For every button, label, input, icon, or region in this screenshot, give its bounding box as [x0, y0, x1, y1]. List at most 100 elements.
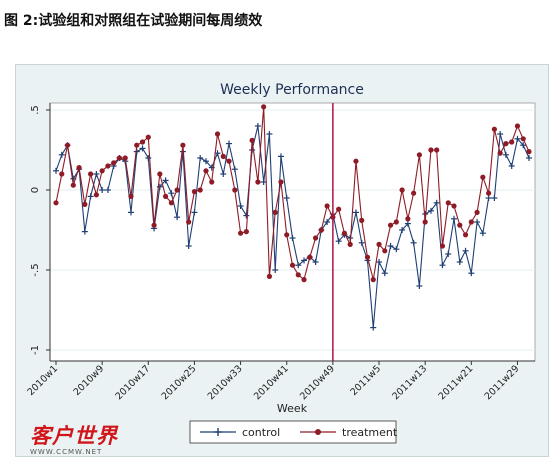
data-point-treatment — [295, 272, 301, 278]
data-point-treatment — [232, 187, 238, 193]
x-tick-label: 2010w9 — [72, 363, 107, 398]
data-point-treatment — [491, 126, 497, 132]
data-point-treatment — [157, 171, 163, 177]
data-point-treatment — [434, 147, 440, 153]
data-point-control — [352, 209, 359, 216]
data-point-treatment — [82, 201, 88, 207]
data-point-control — [462, 247, 469, 254]
data-point-treatment — [278, 179, 284, 185]
data-point-treatment — [197, 187, 203, 193]
data-point-treatment — [399, 187, 405, 193]
data-point-control — [185, 243, 192, 249]
data-point-treatment — [428, 147, 434, 153]
data-point-control — [456, 259, 463, 265]
x-tick-label: 2010w33 — [206, 363, 245, 402]
data-point-treatment — [284, 232, 290, 238]
data-point-treatment — [214, 131, 221, 137]
data-point-treatment — [59, 171, 65, 177]
legend: control treatment — [189, 420, 398, 444]
data-point-control — [485, 195, 492, 201]
legend-control-label: control — [242, 426, 280, 439]
data-point-control — [514, 135, 521, 142]
data-point-control — [497, 131, 504, 137]
data-point-treatment — [497, 150, 503, 156]
data-point-treatment — [364, 254, 371, 260]
data-point-treatment — [209, 179, 215, 185]
data-point-treatment — [272, 209, 278, 215]
data-point-treatment — [226, 158, 232, 164]
data-point-treatment — [514, 123, 521, 129]
data-point-treatment — [405, 216, 411, 222]
logo-text: 客户世界 — [30, 424, 118, 448]
data-point-control — [335, 238, 342, 245]
data-point-treatment — [289, 262, 296, 268]
data-point-control — [399, 227, 406, 233]
data-point-treatment — [318, 227, 324, 233]
data-point-treatment — [88, 171, 94, 177]
data-point-control — [416, 283, 423, 289]
x-axis-label: Week — [277, 402, 308, 415]
data-point-treatment — [243, 229, 249, 235]
data-point-control — [410, 239, 417, 246]
data-point-treatment — [249, 137, 255, 143]
data-point-control — [168, 190, 175, 197]
data-point-control — [301, 257, 308, 264]
data-point-treatment — [168, 200, 174, 206]
data-point-treatment — [370, 277, 376, 283]
data-point-treatment — [474, 209, 480, 215]
legend-box — [189, 420, 397, 444]
y-tick-label: .5 — [30, 105, 41, 115]
y-tick-label: 0 — [30, 187, 41, 193]
grid-lines — [50, 109, 535, 351]
legend-treatment-marker — [315, 429, 321, 435]
data-point-control — [404, 220, 411, 227]
data-point-treatment — [174, 187, 180, 193]
x-tick-label: 2010w17 — [113, 363, 152, 402]
data-point-treatment — [509, 139, 515, 145]
data-point-control — [58, 151, 65, 158]
x-tick-label: 2010w1 — [25, 363, 60, 398]
chart-title: Weekly Performance — [220, 82, 364, 98]
y-tick-label: -.5 — [30, 263, 41, 276]
data-point-control — [87, 193, 94, 200]
data-point-control — [266, 131, 273, 137]
data-point-treatment — [422, 219, 428, 225]
data-point-treatment — [312, 235, 319, 241]
data-point-treatment — [353, 158, 359, 164]
data-point-control — [81, 228, 88, 235]
series-layer — [53, 104, 532, 331]
x-axis: 2010w1 2010w9 2010w17 2010w25 2010w33 2010w41… — [25, 360, 535, 402]
data-point-treatment — [451, 203, 457, 209]
logo: 客户世界 WWW.CCMW.NET — [30, 420, 118, 456]
data-point-treatment — [162, 193, 169, 199]
data-point-treatment — [151, 222, 157, 228]
data-point-control — [272, 267, 279, 273]
data-point-control — [451, 215, 458, 222]
logo-url: WWW.CCMW.NET — [30, 448, 103, 456]
data-point-control — [474, 219, 481, 225]
data-point-control — [387, 243, 394, 249]
data-point-control — [174, 214, 181, 221]
data-point-control — [93, 171, 100, 177]
data-point-control — [260, 179, 267, 185]
data-point-treatment — [145, 134, 151, 140]
x-tick-label: 2011w21 — [437, 363, 476, 402]
data-point-treatment — [376, 241, 382, 247]
data-point-control — [445, 251, 452, 257]
data-point-treatment — [526, 149, 532, 155]
x-tick-label: 2011w29 — [483, 363, 522, 402]
data-point-control — [324, 219, 331, 225]
data-point-treatment — [116, 155, 123, 161]
x-tick-label: 2010w41 — [252, 363, 291, 402]
data-point-treatment — [139, 139, 146, 145]
data-point-control — [479, 230, 486, 237]
data-point-treatment — [462, 232, 469, 238]
data-point-control — [237, 203, 244, 209]
data-point-control — [508, 163, 515, 169]
data-point-treatment — [93, 192, 99, 198]
data-point-treatment — [359, 217, 365, 223]
data-point-control — [191, 209, 198, 216]
y-axis: .5 0 -.5 -1 — [30, 103, 51, 361]
data-point-control — [491, 195, 498, 201]
data-point-control — [295, 262, 302, 269]
